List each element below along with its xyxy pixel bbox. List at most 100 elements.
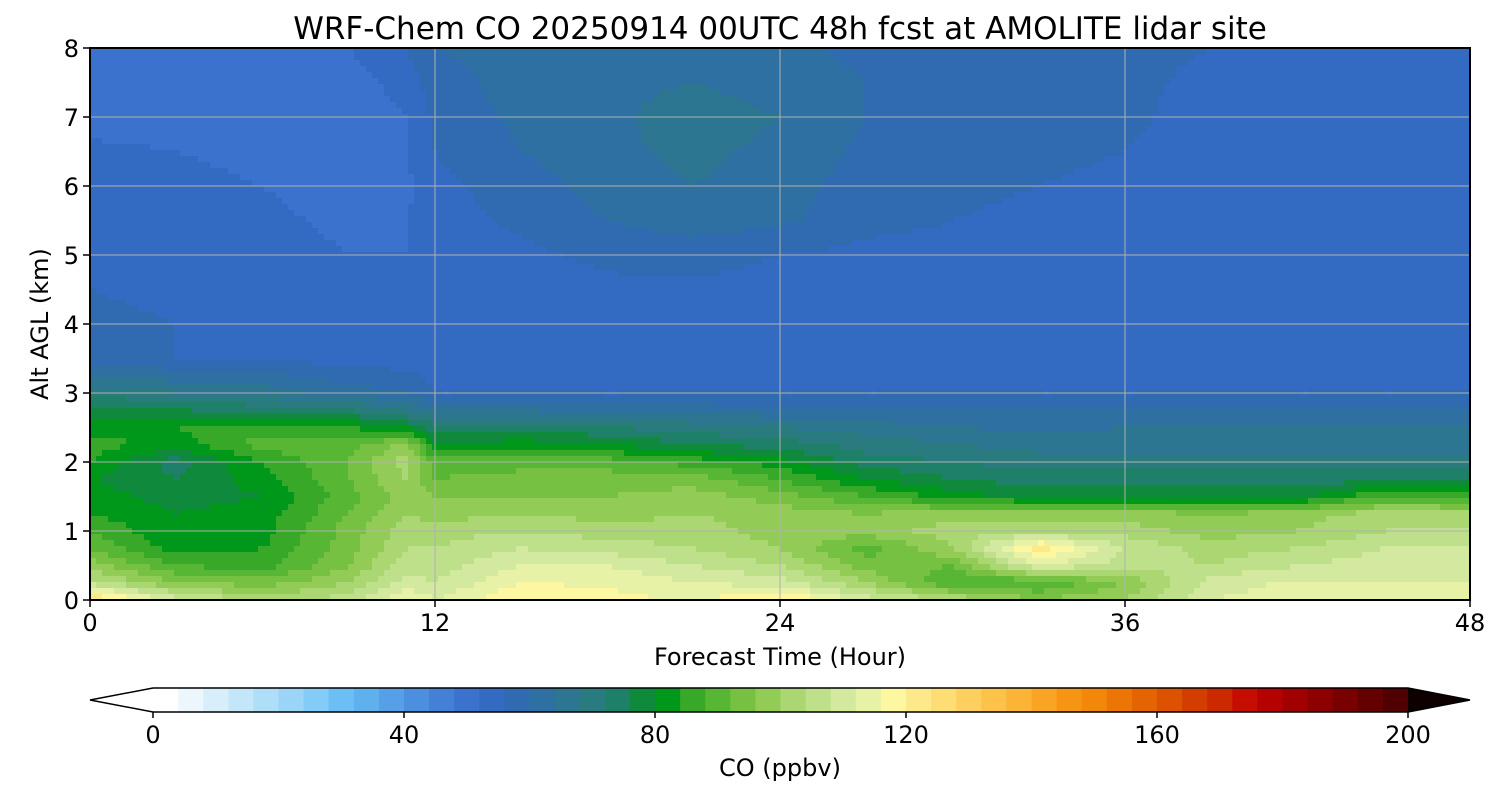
contour-cell: [264, 60, 271, 67]
contour-cell: [1314, 54, 1321, 61]
contour-cell: [108, 84, 115, 91]
contour-cell: [168, 96, 175, 103]
contour-cell: [1068, 84, 1075, 91]
contour-cell: [516, 78, 523, 85]
contour-cell: [1296, 162, 1303, 169]
contour-cell: [1170, 168, 1177, 175]
contour-cell: [498, 72, 505, 79]
contour-cell: [282, 132, 289, 139]
contour-cell: [522, 174, 529, 181]
contour-cell: [90, 60, 97, 67]
contour-cell: [642, 138, 649, 145]
contour-cell: [492, 174, 499, 181]
contour-cell: [1338, 54, 1345, 61]
contour-cell: [954, 126, 961, 133]
contour-cell: [954, 174, 961, 181]
contour-cell: [1248, 84, 1255, 91]
contour-cell: [1128, 66, 1135, 73]
contour-cell: [972, 60, 979, 67]
contour-cell: [864, 108, 871, 115]
contour-cell: [300, 132, 307, 139]
contour-cell: [270, 102, 277, 109]
contour-cell: [564, 126, 571, 133]
contour-cell: [1278, 96, 1285, 103]
contour-cell: [996, 138, 1003, 145]
contour-cell: [486, 156, 493, 163]
contour-cell: [1308, 120, 1315, 127]
contour-cell: [1404, 66, 1411, 73]
contour-cell: [1344, 54, 1351, 61]
contour-cell: [984, 78, 991, 85]
contour-cell: [234, 96, 241, 103]
contour-cell: [1338, 66, 1345, 73]
contour-cell: [168, 144, 175, 151]
contour-cell: [342, 96, 349, 103]
contour-cell: [126, 132, 133, 139]
contour-cell: [1362, 162, 1369, 169]
contour-cell: [762, 132, 769, 139]
contour-cell: [180, 162, 187, 169]
contour-cell: [1368, 48, 1375, 55]
contour-cell: [378, 120, 385, 127]
contour-cell: [1164, 72, 1171, 79]
contour-cell: [312, 78, 319, 85]
contour-cell: [486, 72, 493, 79]
contour-cell: [792, 54, 799, 61]
contour-cell: [228, 66, 235, 73]
contour-cell: [918, 102, 925, 109]
contour-cell: [534, 120, 541, 127]
contour-cell: [168, 174, 175, 181]
contour-cell: [162, 102, 169, 109]
contour-cell: [114, 126, 121, 133]
contour-cell: [90, 96, 97, 103]
contour-cell: [738, 72, 745, 79]
contour-cell: [276, 108, 283, 115]
contour-cell: [552, 126, 559, 133]
contour-cell: [114, 156, 121, 163]
contour-cell: [414, 48, 421, 55]
contour-cell: [558, 174, 565, 181]
contour-cell: [186, 174, 193, 181]
contour-cell: [594, 66, 601, 73]
contour-cell: [408, 66, 415, 73]
contour-cell: [336, 60, 343, 67]
contour-cell: [834, 150, 841, 157]
contour-cell: [1440, 84, 1447, 91]
contour-cell: [1356, 108, 1363, 115]
contour-cell: [144, 72, 151, 79]
contour-cell: [960, 72, 967, 79]
contour-cell: [1002, 144, 1009, 151]
contour-cell: [1002, 162, 1009, 169]
contour-cell: [576, 126, 583, 133]
contour-cell: [1218, 54, 1225, 61]
contour-cell: [1302, 132, 1309, 139]
contour-cell: [1116, 162, 1123, 169]
contour-cell: [102, 84, 109, 91]
contour-cell: [1044, 138, 1051, 145]
contour-cell: [996, 78, 1003, 85]
contour-cell: [408, 102, 415, 109]
contour-cell: [804, 156, 811, 163]
contour-cell: [906, 108, 913, 115]
contour-cell: [1374, 156, 1381, 163]
contour-cell: [1188, 102, 1195, 109]
contour-cell: [1410, 150, 1417, 157]
contour-cell: [180, 168, 187, 175]
contour-cell: [288, 132, 295, 139]
contour-cell: [756, 48, 763, 55]
contour-cell: [1248, 96, 1255, 103]
contour-cell: [210, 132, 217, 139]
contour-cell: [1440, 150, 1447, 157]
contour-cell: [1434, 60, 1441, 67]
contour-cell: [168, 90, 175, 97]
contour-cell: [1140, 66, 1147, 73]
contour-cell: [510, 156, 517, 163]
contour-cell: [792, 150, 799, 157]
contour-cell: [1080, 78, 1087, 85]
contour-cell: [648, 96, 655, 103]
contour-cell: [1164, 96, 1171, 103]
contour-cell: [102, 102, 109, 109]
contour-cell: [1302, 72, 1309, 79]
contour-cell: [486, 102, 493, 109]
contour-cell: [372, 126, 379, 133]
